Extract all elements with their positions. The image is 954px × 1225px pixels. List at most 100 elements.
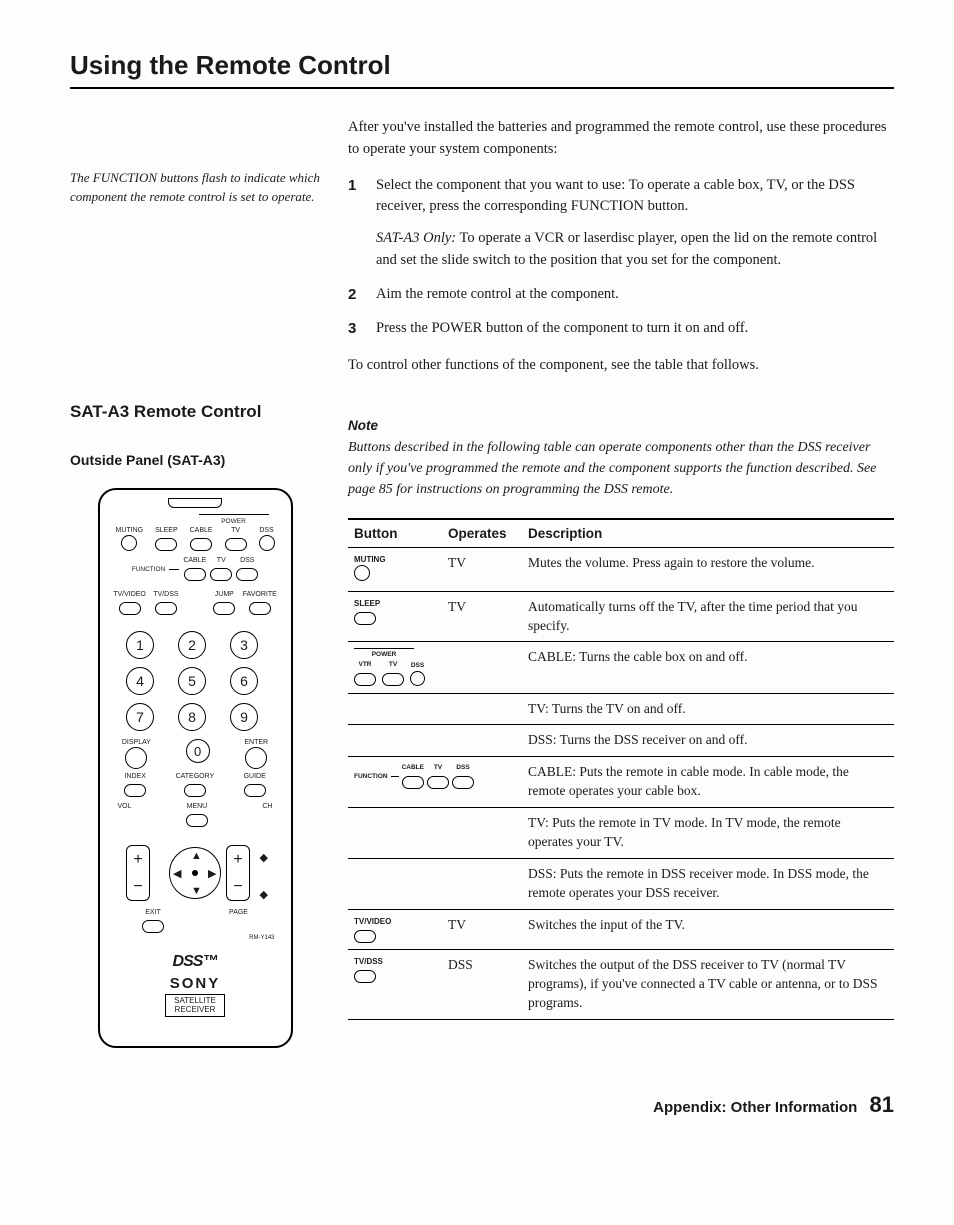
th-operates: Operates: [442, 519, 522, 548]
display-button: [125, 747, 147, 769]
description-cell: Switches the input of the TV.: [522, 909, 894, 949]
tv-label: TV: [231, 527, 240, 534]
step-1: 1 Select the component that you want to …: [348, 175, 894, 272]
button-icon: [354, 673, 376, 686]
description-cell: CABLE: Puts the remote in cable mode. In…: [522, 757, 894, 808]
button-icon: [354, 612, 376, 625]
remote-top-row: MUTING SLEEP CABLE TV DSS: [110, 527, 281, 551]
step-text: Aim the remote control at the component.: [376, 286, 619, 302]
button-cell: [348, 725, 442, 757]
table-row: TV/DSSDSSSwitches the output of the DSS …: [348, 949, 894, 1019]
tvdss-button: [155, 602, 177, 615]
description-cell: Switches the output of the DSS receiver …: [522, 949, 894, 1019]
note-body: Buttons described in the following table…: [348, 437, 894, 500]
jump-label: JUMP: [215, 591, 234, 598]
key-7: 7: [126, 703, 154, 731]
ch-label: CH: [262, 803, 272, 827]
button-icon: [402, 776, 424, 789]
key-2: 2: [178, 631, 206, 659]
step-number: 1: [348, 175, 362, 272]
arrow-right-icon: ▶: [208, 867, 216, 880]
operates-cell: [442, 858, 522, 909]
table-row: TV: Puts the remote in TV mode. In TV mo…: [348, 808, 894, 859]
table-row: SLEEPTVAutomatically turns off the TV, a…: [348, 591, 894, 642]
step-number: 2: [348, 284, 362, 307]
power-cable-button: [190, 538, 212, 551]
top-columns: The FUNCTION buttons flash to indicate w…: [70, 117, 894, 376]
enter-button: [245, 747, 267, 769]
page-footer: Appendix: Other Information 81: [70, 1092, 894, 1118]
step-2: 2 Aim the remote control at the componen…: [348, 284, 894, 307]
exit-button: [142, 920, 164, 933]
operates-cell: [442, 725, 522, 757]
favorite-label: FAVORITE: [243, 591, 277, 598]
button-cell: SLEEP: [348, 591, 442, 642]
operates-cell: [442, 808, 522, 859]
fn-tv-button: [210, 568, 232, 581]
fn-cable-label: CABLE: [183, 557, 206, 564]
th-description: Description: [522, 519, 894, 548]
after-steps: To control other functions of the compon…: [348, 355, 894, 377]
jump-button: [213, 602, 235, 615]
function-label: FUNCTION: [132, 566, 166, 573]
key-0: 0: [186, 739, 210, 763]
table-row: DSS: Puts the remote in DSS receiver mod…: [348, 858, 894, 909]
button-cell: FUNCTIONCABLETVDSS: [348, 757, 522, 808]
dss-logo: DSS™: [110, 953, 281, 971]
operates-cell: TV: [442, 591, 522, 642]
favorite-button: [249, 602, 271, 615]
button-icon: [410, 671, 425, 686]
display-label: DISPLAY: [122, 739, 151, 746]
table-row: FUNCTIONCABLETVDSSCABLE: Puts the remote…: [348, 757, 894, 808]
operates-cell: TV: [442, 548, 522, 591]
index-label: INDEX: [124, 773, 145, 780]
guide-label: GUIDE: [244, 773, 266, 780]
step-text: Press the POWER button of the component …: [376, 320, 748, 336]
power-label: POWER: [199, 518, 269, 525]
button-icon: [354, 930, 376, 943]
ir-window: [168, 498, 222, 508]
footer-text: Appendix: Other Information: [653, 1099, 857, 1116]
dss-label: DSS: [259, 527, 273, 534]
description-cell: CABLE: Turns the cable box on and off.: [522, 642, 894, 693]
power-tv-button: [225, 538, 247, 551]
step-number: 3: [348, 318, 362, 341]
ch-rocker: +−: [226, 845, 250, 901]
note-heading: Note: [348, 418, 894, 433]
remote-mid-row: TV/VIDEO TV/DSS JUMP FAVORITE: [110, 591, 281, 615]
power-dss-button: [259, 535, 275, 551]
description-cell: Mutes the volume. Press again to restore…: [522, 548, 894, 591]
muting-button: [121, 535, 137, 551]
keypad: 1 2 3 4 5 6 7 8 9: [110, 631, 281, 731]
step-sub-em: SAT-A3 Only:: [376, 230, 456, 246]
description-cell: TV: Turns the TV on and off.: [522, 693, 894, 725]
button-table: Button Operates Description MUTINGTVMute…: [348, 518, 894, 1019]
operates-cell: DSS: [442, 949, 522, 1019]
step-3: 3 Press the POWER button of the componen…: [348, 318, 894, 341]
table-row: TV: Turns the TV on and off.: [348, 693, 894, 725]
page-number: 81: [870, 1092, 894, 1117]
step-text: Select the component that you want to us…: [376, 177, 855, 215]
subsection-heading: Outside Panel (SAT-A3): [70, 452, 320, 468]
button-icon: [427, 776, 449, 789]
sleep-button: [155, 538, 177, 551]
page-arrows: ◆◆: [260, 851, 268, 901]
enter-label: ENTER: [244, 739, 268, 746]
button-cell: [348, 858, 442, 909]
category-button: [184, 784, 206, 797]
intro-paragraph: After you've installed the batteries and…: [348, 117, 894, 161]
side-note: The FUNCTION buttons flash to indicate w…: [70, 169, 320, 207]
key-3: 3: [230, 631, 258, 659]
fn-cable-button: [184, 568, 206, 581]
description-cell: DSS: Puts the remote in DSS receiver mod…: [522, 858, 894, 909]
menu-label: MENU: [187, 803, 208, 810]
satellite-receiver-label: SATELLITE RECEIVER: [165, 994, 225, 1016]
button-cell: TV/DSS: [348, 949, 442, 1019]
tvvideo-button: [119, 602, 141, 615]
menu-button: [186, 814, 208, 827]
sony-logo: SONY: [110, 975, 281, 992]
guide-button: [244, 784, 266, 797]
nav-pad: +− ▲ ▼ ◀ ▶ +− ◆◆: [120, 833, 270, 913]
button-cell: POWERVTRTVDSS: [348, 642, 442, 693]
table-row: DSS: Turns the DSS receiver on and off.: [348, 725, 894, 757]
